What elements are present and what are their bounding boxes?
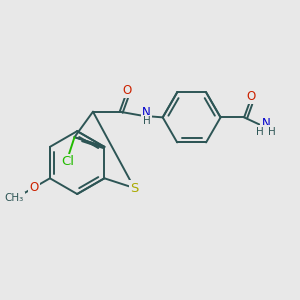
Text: H: H xyxy=(143,116,151,127)
Text: O: O xyxy=(247,90,256,103)
Text: O: O xyxy=(29,181,38,194)
Text: N: N xyxy=(261,117,270,130)
Text: O: O xyxy=(123,83,132,97)
Text: CH₃: CH₃ xyxy=(5,193,24,203)
Text: N: N xyxy=(142,106,151,119)
Text: Cl: Cl xyxy=(62,155,75,169)
Text: H: H xyxy=(256,127,263,137)
Text: S: S xyxy=(130,182,139,194)
Text: H: H xyxy=(268,127,276,137)
